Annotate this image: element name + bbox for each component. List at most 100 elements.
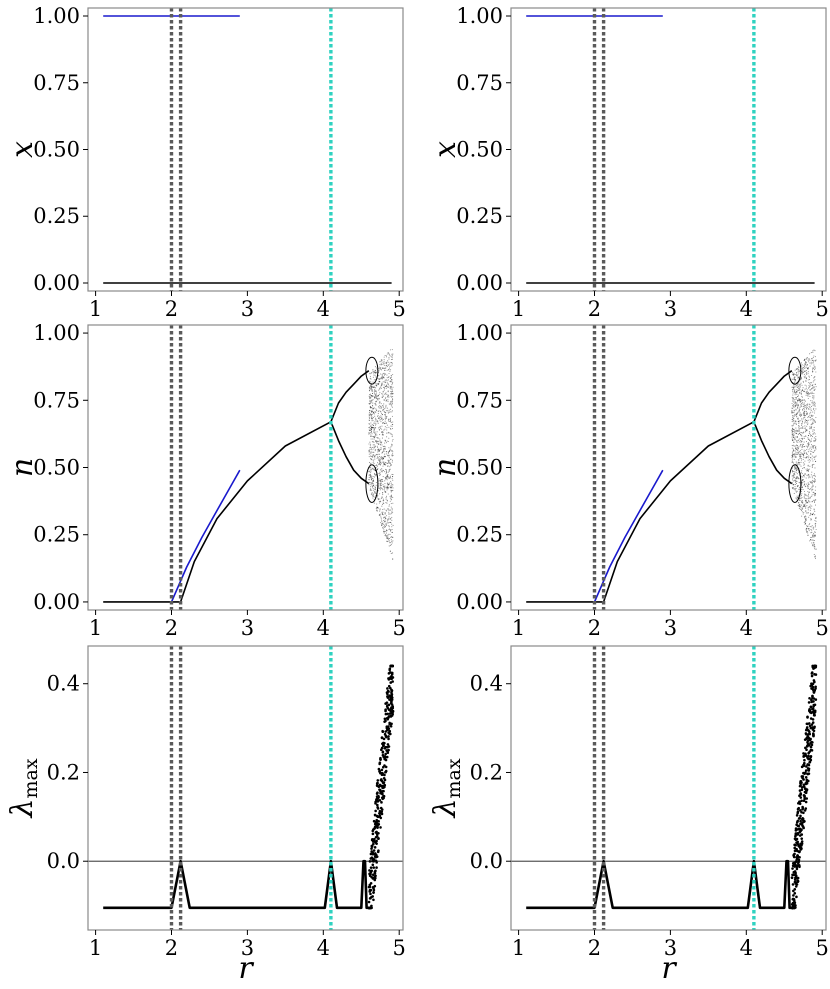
- scatter-point: [806, 413, 808, 415]
- scatter-point: [807, 444, 809, 446]
- scatter-point: [814, 535, 816, 537]
- scatter-point: [382, 457, 384, 459]
- scatter-point: [797, 863, 801, 867]
- scatter-point: [804, 776, 808, 779]
- scatter-point: [391, 400, 394, 402]
- scatter-point: [795, 409, 797, 411]
- scatter-point: [380, 768, 384, 772]
- scatter-point: [386, 502, 388, 504]
- scatter-point: [794, 455, 796, 457]
- scatter-point: [812, 492, 814, 494]
- scatter-point: [796, 375, 798, 377]
- scatter-point: [376, 449, 379, 451]
- scatter-point: [805, 497, 807, 500]
- scatter-point: [392, 511, 394, 513]
- scatter-point: [391, 499, 393, 501]
- scatter-point: [796, 372, 798, 374]
- scatter-point: [380, 736, 384, 740]
- scatter-point: [373, 431, 375, 433]
- y-tick-label: 1.00: [33, 4, 80, 28]
- scatter-point: [390, 496, 392, 498]
- scatter-point: [375, 411, 377, 413]
- scatter-point: [813, 389, 815, 392]
- scatter-point: [368, 479, 370, 481]
- scatter-point: [379, 778, 383, 782]
- scatter-point: [391, 436, 393, 438]
- scatter-point: [792, 394, 794, 396]
- scatter-point: [812, 697, 816, 700]
- scatter-point: [390, 544, 392, 546]
- scatter-point: [792, 386, 794, 388]
- scatter-point: [389, 380, 391, 383]
- scatter-point: [812, 534, 814, 536]
- scatter-point: [389, 462, 391, 464]
- scatter-point: [369, 385, 371, 387]
- scatter-point: [380, 407, 382, 409]
- x-tick-label: 5: [816, 297, 829, 321]
- scatter-point: [810, 453, 812, 455]
- scatter-point: [801, 389, 804, 392]
- scatter-point: [793, 468, 796, 470]
- scatter-point: [372, 486, 374, 488]
- scatter-point: [381, 468, 383, 470]
- scatter-point: [368, 461, 371, 463]
- scatter-point: [814, 356, 817, 358]
- scatter-point: [812, 387, 814, 389]
- scatter-point: [386, 487, 388, 489]
- scatter-point: [792, 444, 794, 446]
- scatter-point: [799, 401, 801, 403]
- scatter-point: [814, 489, 816, 491]
- scatter-point: [370, 372, 372, 374]
- scatter-point: [390, 539, 392, 541]
- scatter-point: [373, 422, 375, 424]
- scatter-point: [809, 488, 811, 491]
- scatter-point: [387, 379, 389, 381]
- scatter-point: [391, 388, 393, 390]
- scatter-point: [369, 470, 371, 472]
- scatter-point: [391, 405, 393, 407]
- scatter-point: [812, 485, 814, 487]
- scatter-point: [383, 362, 385, 364]
- scatter-point: [806, 735, 809, 739]
- scatter-point: [814, 444, 816, 447]
- scatter-point: [388, 372, 390, 375]
- scatter-point: [794, 386, 796, 388]
- scatter-point: [806, 393, 808, 395]
- scatter-point: [811, 477, 813, 479]
- scatter-point: [798, 372, 800, 374]
- scatter-point: [814, 440, 816, 443]
- scatter-point: [390, 393, 392, 395]
- scatter-point: [813, 451, 815, 453]
- scatter-point: [371, 427, 373, 429]
- scatter-point: [377, 498, 379, 500]
- scatter-point: [795, 404, 797, 407]
- scatter-point: [380, 373, 382, 375]
- scatter-point: [795, 478, 797, 480]
- scatter-point: [792, 870, 796, 874]
- scatter-point: [390, 358, 392, 361]
- scatter-point: [808, 477, 810, 479]
- scatter-point: [377, 490, 379, 492]
- scatter-point: [799, 380, 801, 382]
- scatter-point: [806, 744, 809, 748]
- scatter-point: [377, 399, 379, 401]
- scatter-point: [378, 472, 380, 475]
- scatter-point: [810, 450, 812, 452]
- scatter-point: [387, 522, 389, 524]
- scatter-point: [793, 374, 795, 376]
- scatter-point: [382, 494, 384, 496]
- scatter-point: [799, 389, 801, 391]
- scatter-point: [376, 454, 378, 456]
- scatter-point: [806, 527, 808, 529]
- scatter-point: [380, 359, 382, 361]
- scatter-point: [370, 475, 372, 477]
- scatter-point: [376, 464, 378, 466]
- scatter-point: [375, 394, 377, 396]
- scatter-point: [812, 433, 814, 435]
- scatter-point: [805, 406, 807, 408]
- scatter-point: [390, 530, 392, 532]
- scatter-point: [815, 486, 817, 488]
- series-line-black: [526, 859, 792, 910]
- scatter-point: [368, 471, 370, 473]
